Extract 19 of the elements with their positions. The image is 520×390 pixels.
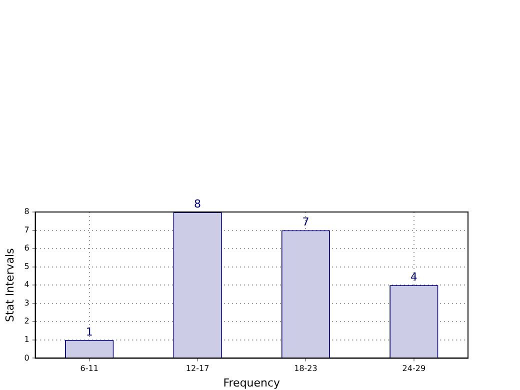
y-tick-label: 8 <box>24 207 30 216</box>
y-tick-label: 4 <box>24 280 30 290</box>
y-tick-label: 0 <box>24 353 30 362</box>
y-tick-label: 3 <box>24 298 30 308</box>
y-tick-label: 6 <box>24 244 30 253</box>
data-label: 7 <box>302 216 310 229</box>
x-axis-title: Frequency <box>223 376 281 390</box>
y-tick-label: 7 <box>24 225 30 234</box>
x-tick-label: 24-29 <box>402 364 426 374</box>
data-label: 4 <box>410 270 418 284</box>
x-tick-label: 12-17 <box>186 364 210 374</box>
x-tick-label: 6-11 <box>80 364 98 374</box>
data-label: 1 <box>86 325 93 338</box>
y-tick-label: 1 <box>24 335 30 344</box>
y-axis-title: Stat Intervals <box>3 248 16 322</box>
x-tick-label: 18-23 <box>294 364 318 374</box>
data-label: 8 <box>194 197 202 210</box>
y-tick-label: 2 <box>24 316 30 326</box>
y-tick-label: 5 <box>24 262 30 271</box>
